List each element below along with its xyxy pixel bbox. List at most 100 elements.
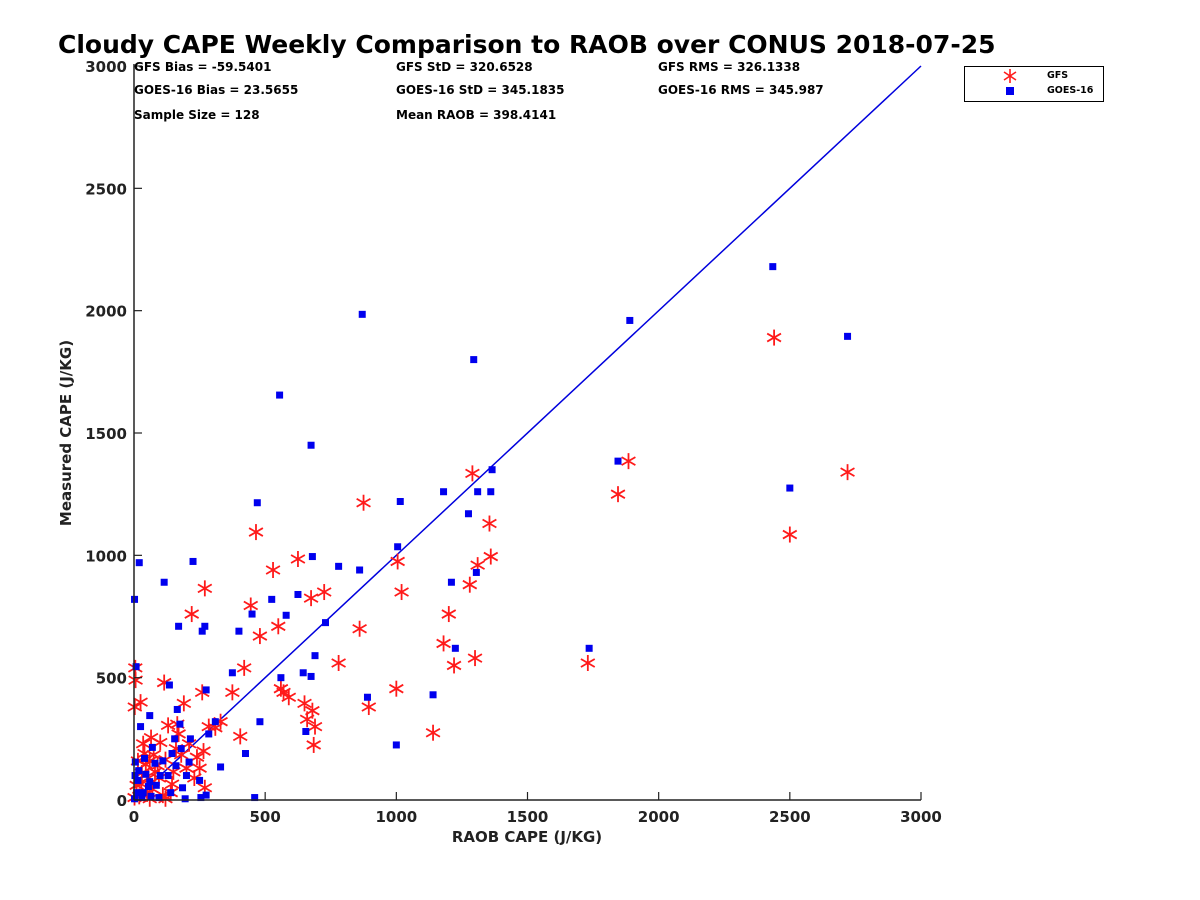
goes16-point — [140, 754, 148, 762]
goes16-point — [211, 718, 219, 726]
x-tick-label: 3000 — [900, 808, 942, 826]
gfs-point — [331, 654, 346, 671]
gfs-point — [352, 620, 367, 637]
stat-gfs-rms: GFS RMS = 326.1338 — [658, 60, 801, 74]
points-layer — [127, 263, 855, 807]
y-tick-label: 500 — [96, 670, 127, 688]
gfs-point — [782, 526, 798, 543]
x-tick-label: 2000 — [638, 808, 680, 826]
stat-goes-std: GOES-16 StD = 345.1835 — [396, 83, 565, 97]
asterisk-marker-icon — [1003, 69, 1017, 83]
x-tick-label: 1000 — [375, 808, 417, 826]
goes16-point — [786, 484, 794, 492]
stat-goes-rms: GOES-16 RMS = 345.987 — [658, 83, 824, 97]
goes16-point — [358, 310, 366, 318]
x-tick-label: 0 — [129, 808, 139, 826]
goes16-point — [133, 789, 141, 797]
goes16-point — [311, 652, 319, 660]
gfs-point — [621, 453, 636, 470]
goes16-point — [202, 686, 210, 694]
y-tick-label: 3000 — [85, 58, 127, 76]
goes16-point — [205, 730, 213, 738]
gfs-point — [483, 548, 499, 565]
goes16-point — [276, 391, 284, 399]
goes16-point — [167, 789, 175, 797]
goes16-point — [299, 669, 307, 677]
one-to-one-line — [133, 65, 922, 801]
gfs-point — [306, 736, 322, 753]
legend-item-gfs: GFS — [965, 68, 1103, 84]
goes16-point — [173, 705, 181, 713]
goes16-point — [165, 681, 173, 689]
goes16-point — [142, 770, 150, 778]
gfs-point — [388, 680, 404, 697]
goes16-point — [217, 763, 225, 771]
gfs-point — [133, 694, 148, 711]
goes16-point — [251, 794, 259, 802]
gfs-point — [265, 562, 281, 579]
gfs-point — [356, 494, 371, 511]
goes16-point — [144, 783, 152, 791]
goes16-point — [614, 457, 622, 465]
gfs-point — [307, 718, 323, 735]
y-axis-label: Measured CAPE (J/KG) — [57, 340, 75, 526]
gfs-point — [441, 606, 457, 623]
stat-gfs-std: GFS StD = 320.6528 — [396, 60, 533, 74]
gfs-point — [135, 735, 151, 752]
goes16-point — [152, 781, 160, 789]
legend-label-gfs: GFS — [1047, 70, 1069, 81]
goes16-point — [182, 772, 190, 780]
gfs-point — [436, 635, 451, 652]
x-tick-label: 2500 — [769, 808, 811, 826]
stat-sample-size: Sample Size = 128 — [134, 108, 260, 122]
gfs-point — [197, 580, 213, 597]
goes16-point — [585, 644, 593, 652]
goes16-point — [472, 568, 480, 576]
goes16-point — [474, 488, 482, 496]
goes16-point — [179, 784, 187, 792]
goes16-point — [256, 718, 264, 726]
gfs-point — [361, 699, 377, 716]
goes16-point — [307, 672, 315, 680]
legend-label-goes16: GOES-16 — [1047, 85, 1094, 96]
goes16-point — [198, 627, 206, 635]
goes16-point — [186, 735, 194, 743]
goes16-point — [487, 488, 495, 496]
gfs-point — [610, 486, 626, 503]
goes16-point — [488, 466, 496, 474]
gfs-point — [127, 699, 143, 716]
goes16-point — [202, 791, 210, 799]
gfs-point — [297, 695, 312, 712]
goes16-point — [394, 543, 402, 551]
gfs-point — [425, 724, 441, 741]
goes16-point — [268, 595, 276, 603]
goes16-point — [335, 562, 343, 570]
gfs-point — [394, 584, 409, 601]
gfs-point — [482, 515, 497, 532]
gfs-point — [290, 551, 306, 568]
goes16-point — [307, 441, 315, 449]
goes16-point — [171, 735, 179, 743]
gfs-point — [143, 729, 159, 746]
gfs-point — [462, 576, 478, 593]
goes16-point — [175, 622, 183, 630]
gfs-point — [766, 329, 782, 346]
gfs-point — [316, 584, 332, 601]
square-marker-icon — [1006, 87, 1014, 95]
goes16-point — [134, 776, 142, 784]
goes16-point — [135, 559, 143, 567]
series-goes-16 — [131, 263, 852, 803]
series-gfs — [127, 329, 855, 807]
goes16-point — [447, 578, 455, 586]
goes16-point — [356, 566, 364, 574]
gfs-point — [236, 659, 252, 676]
goes16-point — [626, 316, 634, 324]
goes16-point — [146, 778, 154, 786]
stat-mean-raob: Mean RAOB = 398.4141 — [396, 108, 557, 122]
goes16-point — [322, 619, 330, 627]
goes16-point — [168, 750, 176, 758]
goes16-point — [196, 776, 204, 784]
goes16-point — [177, 745, 185, 753]
goes16-point — [131, 758, 139, 766]
gfs-point — [225, 684, 240, 701]
